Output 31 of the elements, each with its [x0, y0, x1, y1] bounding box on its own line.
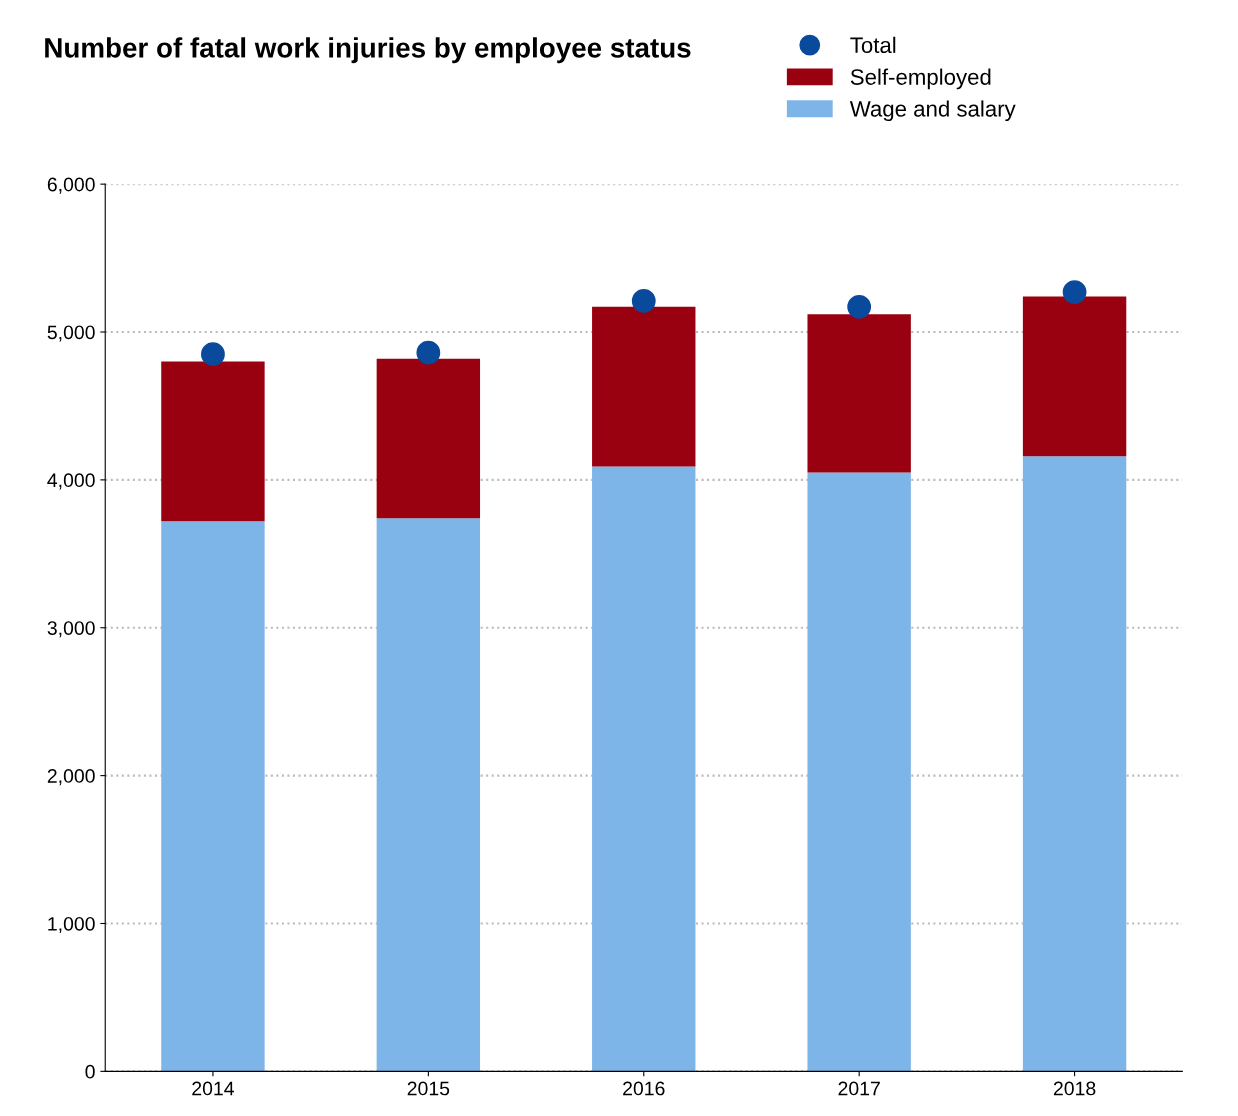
bar [592, 306, 696, 467]
legend-label: Total [850, 36, 896, 54]
x-tick-label: 2016 [623, 1081, 665, 1096]
bar [807, 314, 911, 473]
y-tick-label: 1,000 [48, 916, 95, 934]
x-tick-label: 2014 [192, 1081, 234, 1096]
bar [1022, 296, 1127, 457]
bar [161, 361, 265, 522]
y-tick-label: 4,000 [47, 473, 95, 490]
bar [376, 518, 481, 1072]
y-tick-label: 0 [85, 1064, 95, 1079]
chart-title: Number of fatal work injuries by employee status [45, 37, 691, 64]
y-tick-label: 3,000 [47, 621, 95, 638]
point [201, 342, 225, 367]
x-tick-label: 2015 [407, 1081, 450, 1096]
point [1062, 280, 1087, 304]
y-tick-label: 2,000 [47, 769, 95, 786]
y-tick-label: 5,000 [47, 325, 95, 342]
legend-label: Self-employed [850, 68, 991, 90]
point [631, 289, 656, 313]
legend-label: Wage and salary [849, 100, 1016, 122]
bar [161, 521, 265, 1072]
bar [592, 466, 696, 1072]
point [847, 294, 872, 319]
bar [376, 358, 481, 519]
bar [807, 472, 911, 1072]
y-tick-label: 6,000 [47, 177, 95, 194]
x-tick-label: 2018 [1053, 1081, 1096, 1096]
bar [1022, 456, 1127, 1072]
point [416, 340, 441, 365]
x-tick-label: 2017 [838, 1081, 880, 1096]
